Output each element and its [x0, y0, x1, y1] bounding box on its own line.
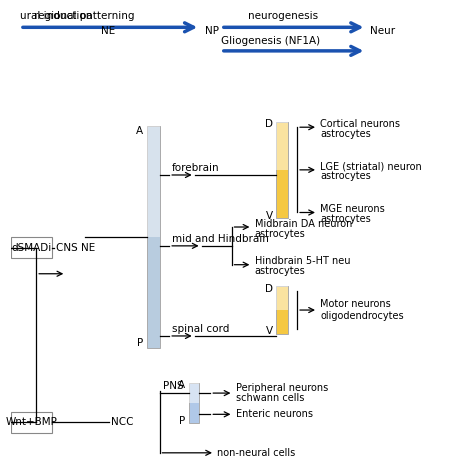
Text: astrocytes: astrocytes [320, 129, 371, 139]
Text: Gliogenesis (NF1A): Gliogenesis (NF1A) [221, 36, 320, 46]
Text: V: V [265, 211, 273, 221]
Text: mid and Hindbrain: mid and Hindbrain [172, 234, 268, 244]
Text: LGE (striatal) neuron: LGE (striatal) neuron [320, 162, 422, 172]
Text: regional patterning: regional patterning [35, 11, 135, 21]
Text: dSMADi: dSMADi [11, 243, 52, 253]
Text: PNS: PNS [164, 381, 184, 391]
Bar [276, 286, 288, 310]
Text: neurogenesis: neurogenesis [248, 11, 319, 21]
Text: astrocytes: astrocytes [255, 266, 305, 276]
Bar [276, 286, 288, 334]
Text: NCC: NCC [111, 417, 134, 427]
Text: astrocytes: astrocytes [320, 214, 371, 224]
Text: spinal cord: spinal cord [172, 324, 229, 334]
Text: astrocytes: astrocytes [320, 172, 371, 182]
Bar [276, 121, 288, 218]
Bar [276, 121, 288, 170]
Text: D: D [264, 284, 273, 294]
Text: oligodendrocytes: oligodendrocytes [320, 310, 404, 321]
Text: MGE neurons: MGE neurons [320, 204, 385, 214]
Text: Hindbrain 5-HT neu: Hindbrain 5-HT neu [255, 256, 350, 266]
Text: Wnt+BMP: Wnt+BMP [6, 417, 57, 427]
Text: P: P [179, 416, 185, 426]
Text: Midbrain DA neuron: Midbrain DA neuron [255, 219, 352, 229]
Text: astrocytes: astrocytes [255, 228, 305, 238]
Bar [189, 383, 199, 403]
Text: D: D [264, 119, 273, 129]
Text: Motor neurons: Motor neurons [320, 300, 391, 310]
Text: ural induction: ural induction [20, 11, 92, 21]
Text: forebrain: forebrain [172, 163, 219, 173]
Text: NP: NP [205, 26, 219, 36]
Text: Peripheral neurons: Peripheral neurons [236, 383, 328, 393]
Text: Neur: Neur [370, 26, 395, 36]
Bar [189, 383, 199, 423]
Text: CNS NE: CNS NE [56, 243, 95, 253]
FancyBboxPatch shape [11, 237, 52, 258]
Bar [147, 126, 160, 348]
Text: NE: NE [101, 26, 115, 36]
Text: Enteric neurons: Enteric neurons [236, 410, 313, 419]
Text: P: P [137, 338, 143, 348]
Text: V: V [265, 326, 273, 336]
Text: Cortical neurons: Cortical neurons [320, 119, 400, 129]
FancyBboxPatch shape [11, 412, 52, 433]
Text: A: A [136, 126, 143, 136]
Text: A: A [178, 381, 185, 391]
Text: non-neural cells: non-neural cells [217, 448, 295, 458]
Text: schwann cells: schwann cells [236, 393, 304, 403]
Bar [147, 126, 160, 237]
